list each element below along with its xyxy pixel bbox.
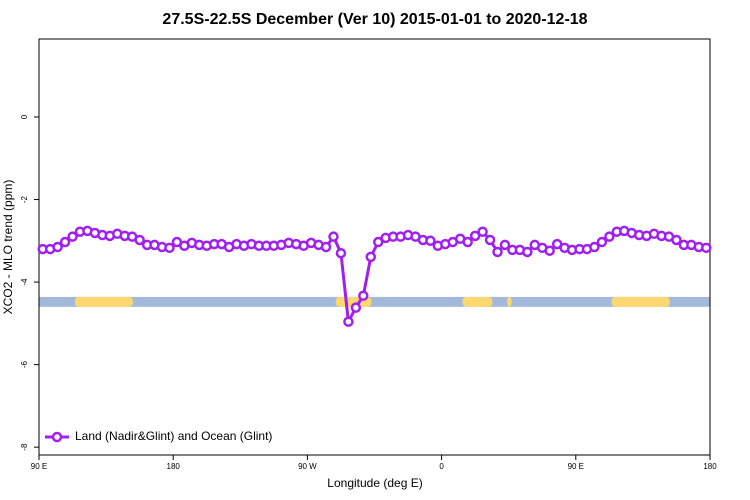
x-tick-label: 90 W — [298, 462, 317, 471]
point — [134, 234, 145, 246]
y-tick-label: -8 — [20, 443, 29, 451]
ocean-band — [39, 296, 710, 307]
point — [335, 247, 347, 259]
y-tick-label: -2 — [20, 195, 29, 203]
chart-title: 27.5S-22.5S December (Ver 10) 2015-01-01… — [162, 11, 587, 28]
point — [425, 235, 436, 247]
point — [358, 290, 369, 301]
x-tick-label: 180 — [167, 462, 181, 471]
x-tick-label: 0 — [439, 462, 444, 471]
point — [164, 242, 175, 254]
point — [328, 231, 339, 242]
land-segment — [74, 296, 133, 307]
point — [320, 241, 332, 253]
point — [596, 236, 608, 248]
land-segment — [507, 296, 512, 307]
legend-label: Land (Nadir&Glint) and Ocean (Glint) — [75, 429, 272, 443]
point — [492, 246, 503, 258]
y-tick-label: -6 — [20, 361, 29, 369]
y-axis-label: XCO2 - MLO trend (ppm) — [1, 180, 15, 315]
x-tick-label: 180 — [703, 462, 717, 471]
y-tick-label: -4 — [20, 278, 29, 286]
legend-marker — [51, 431, 63, 443]
point — [67, 231, 78, 242]
point — [499, 239, 511, 251]
y-tick-label: 0 — [20, 114, 29, 119]
point — [671, 234, 682, 246]
land-segment — [462, 296, 493, 307]
point — [462, 236, 473, 248]
point — [52, 241, 63, 253]
point — [701, 242, 712, 254]
point — [469, 230, 481, 242]
point — [343, 316, 354, 327]
point — [589, 241, 600, 253]
x-tick-label: 90 E — [31, 462, 47, 471]
point — [350, 302, 362, 313]
point — [544, 245, 555, 256]
point — [477, 226, 488, 237]
point — [484, 234, 496, 246]
x-axis-label: Longitude (deg E) — [327, 476, 422, 490]
land-segment — [611, 296, 670, 307]
point — [372, 236, 384, 248]
x-tick-label: 90 E — [568, 462, 584, 471]
point — [365, 251, 377, 263]
point — [522, 246, 533, 258]
point — [59, 236, 71, 248]
point — [604, 231, 615, 242]
